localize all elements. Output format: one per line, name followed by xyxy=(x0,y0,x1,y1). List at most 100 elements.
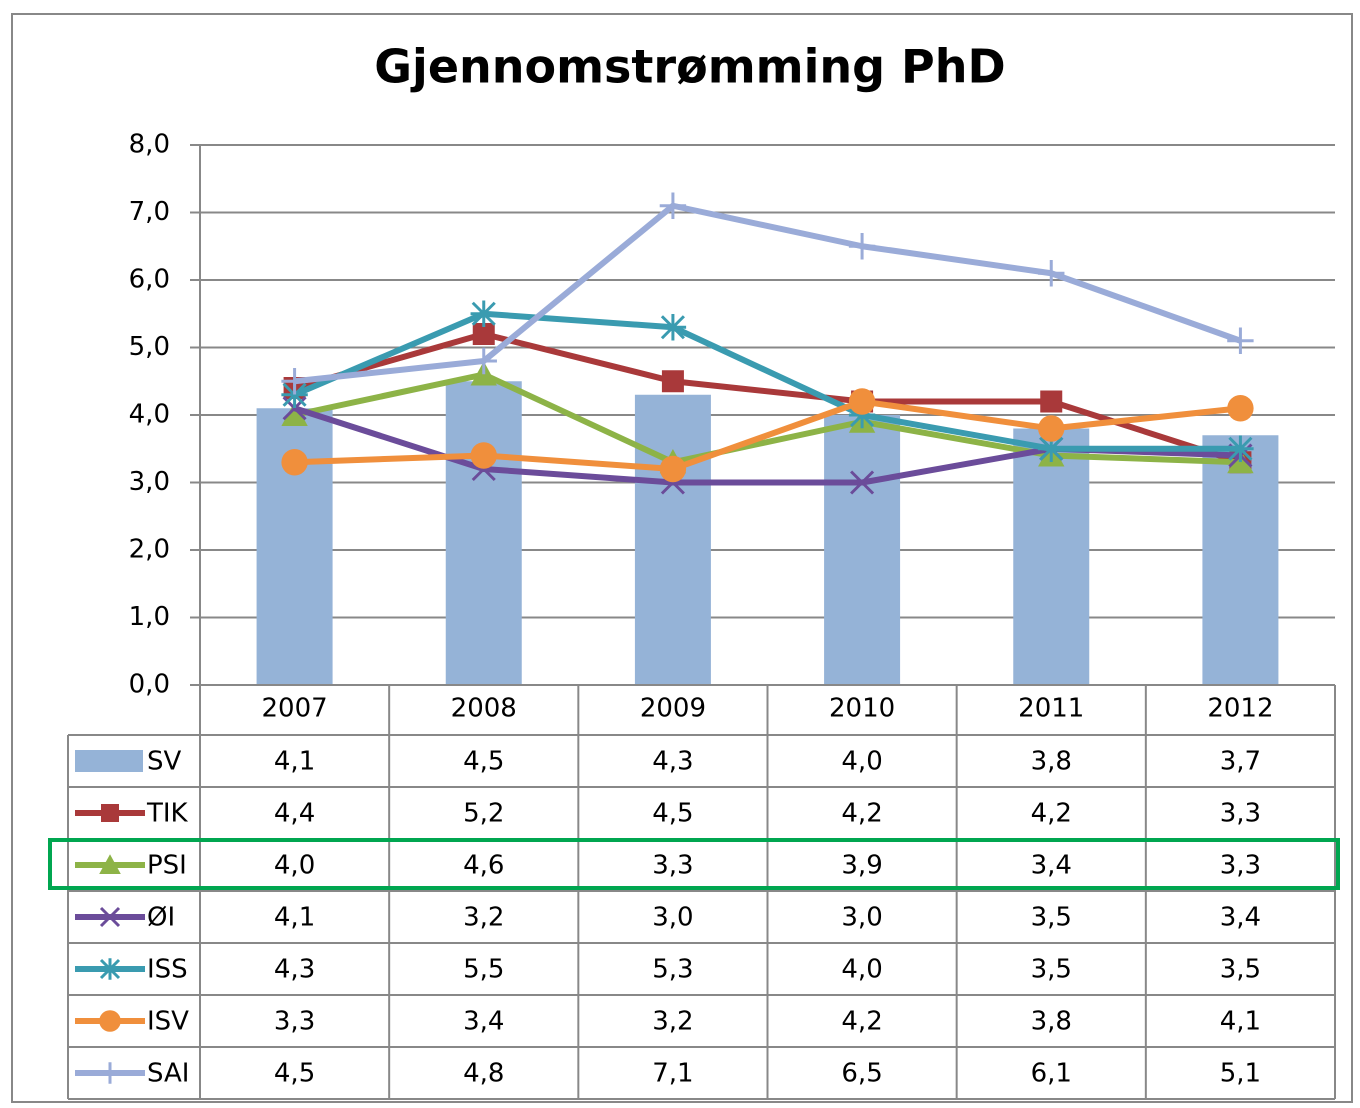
marker xyxy=(99,906,121,928)
series-line xyxy=(293,310,1241,452)
table-value: 3,9 xyxy=(841,851,882,881)
marker xyxy=(1040,390,1063,413)
y-tick-label: 0,0 xyxy=(129,670,170,700)
marker xyxy=(848,401,876,429)
legend-label: ISS xyxy=(147,955,188,985)
table-value: 4,1 xyxy=(274,903,315,933)
y-tick-label: 5,0 xyxy=(129,332,170,362)
marker xyxy=(281,449,308,476)
table-value: 4,1 xyxy=(274,747,315,777)
table-value: 3,2 xyxy=(463,903,504,933)
x-tick-label: 2012 xyxy=(1207,694,1273,724)
legend-label: TIK xyxy=(146,799,189,829)
marker xyxy=(472,323,495,345)
series-line xyxy=(294,398,1241,472)
table-value: 5,1 xyxy=(1220,1059,1261,1089)
marker xyxy=(659,314,687,341)
series-line xyxy=(293,371,1241,466)
x-tick-label: 2009 xyxy=(640,694,706,724)
y-tick-label: 2,0 xyxy=(129,535,170,565)
marker xyxy=(470,347,497,375)
bar xyxy=(824,415,901,685)
table-value: 4,2 xyxy=(841,1007,882,1037)
table-value: 4,4 xyxy=(274,799,315,829)
marker xyxy=(99,1010,121,1032)
table-value: 3,5 xyxy=(1031,903,1072,933)
marker xyxy=(1227,395,1254,422)
table-value: 4,5 xyxy=(463,747,504,777)
table-value: 3,4 xyxy=(1031,851,1072,881)
legend-label: PSI xyxy=(147,851,187,881)
x-tick-label: 2010 xyxy=(829,694,895,724)
table-value: 4,6 xyxy=(463,851,504,881)
table-value: 3,5 xyxy=(1220,955,1261,985)
legend-key xyxy=(75,750,143,772)
table-value: 3,0 xyxy=(841,903,882,933)
table-value: 4,3 xyxy=(274,955,315,985)
marker xyxy=(99,854,121,874)
table-value: 5,2 xyxy=(463,799,504,829)
marker xyxy=(848,388,876,415)
table-value: 3,8 xyxy=(1031,747,1072,777)
table-value: 3,4 xyxy=(463,1007,504,1037)
bar xyxy=(634,394,711,685)
marker xyxy=(1038,415,1065,442)
marker xyxy=(1038,260,1065,287)
legend-label: ØI xyxy=(147,903,175,933)
table-value: 3,2 xyxy=(652,1007,693,1037)
table-value: 4,3 xyxy=(652,747,693,777)
bar xyxy=(1202,435,1279,685)
table-value: 6,1 xyxy=(1031,1059,1072,1089)
table-value: 4,0 xyxy=(274,851,315,881)
x-tick-label: 2011 xyxy=(1018,694,1084,724)
marker xyxy=(1227,327,1254,354)
marker xyxy=(470,442,497,469)
x-tick-label: 2008 xyxy=(451,694,517,724)
legend-label: ISV xyxy=(147,1007,189,1037)
marker xyxy=(281,401,308,426)
y-tick-label: 1,0 xyxy=(129,602,170,632)
marker xyxy=(281,381,308,408)
x-tick-label: 2007 xyxy=(261,694,327,724)
table-value: 3,8 xyxy=(1031,1007,1072,1037)
table-value: 3,3 xyxy=(1220,799,1261,829)
y-tick-label: 6,0 xyxy=(129,265,170,295)
y-tick-label: 7,0 xyxy=(129,197,170,227)
table-value: 6,5 xyxy=(841,1059,882,1089)
marker xyxy=(101,804,119,822)
table-value: 3,5 xyxy=(1031,955,1072,985)
table-value: 3,3 xyxy=(652,851,693,881)
bar xyxy=(445,381,522,685)
table-value: 4,1 xyxy=(1220,1007,1261,1037)
table-value: 3,7 xyxy=(1220,747,1261,777)
marker xyxy=(850,470,875,495)
marker xyxy=(848,233,876,260)
table-value: 3,3 xyxy=(1220,851,1261,881)
table-value: 3,4 xyxy=(1220,903,1261,933)
table-value: 3,0 xyxy=(652,903,693,933)
bar xyxy=(1013,428,1090,685)
lines xyxy=(281,192,1254,495)
marker xyxy=(281,368,308,395)
marker xyxy=(661,370,684,393)
table-value: 3,3 xyxy=(274,1007,315,1037)
table-value: 4,0 xyxy=(841,955,882,985)
table-value: 5,3 xyxy=(652,955,693,985)
table-value: 4,8 xyxy=(463,1059,504,1089)
series-line xyxy=(294,202,1242,385)
y-tick-label: 3,0 xyxy=(129,467,170,497)
table-value: 4,5 xyxy=(652,799,693,829)
table-value: 5,5 xyxy=(463,955,504,985)
y-tick-label: 4,0 xyxy=(129,400,170,430)
table-value: 4,5 xyxy=(274,1059,315,1089)
legend-label: SAI xyxy=(147,1059,189,1089)
marker xyxy=(99,1062,121,1084)
table-value: 4,0 xyxy=(841,747,882,777)
series-line xyxy=(293,331,1242,466)
marker xyxy=(470,300,497,327)
legend-label: SV xyxy=(147,747,182,777)
marker xyxy=(659,192,687,219)
table-value: 4,2 xyxy=(841,799,882,829)
